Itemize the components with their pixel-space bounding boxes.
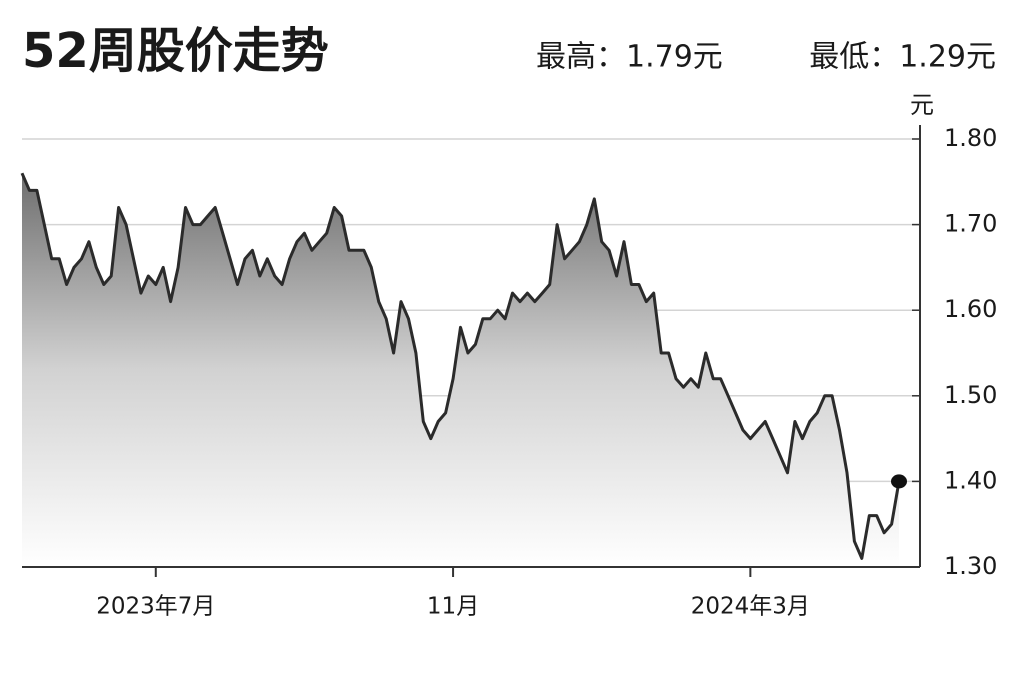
- y-tick-label: 1.40: [944, 466, 997, 494]
- y-tick-label: 1.80: [944, 124, 997, 152]
- x-tick-label: 11月: [427, 594, 479, 620]
- y-tick-label: 1.70: [944, 210, 997, 238]
- y-unit: 元: [910, 91, 934, 119]
- x-tick-label: 2023年7月: [96, 594, 215, 620]
- x-tick-label: 2024年3月: [691, 594, 810, 620]
- stat-low: 最低：1.29元: [809, 40, 996, 75]
- price-line: [20, 172, 901, 560]
- area: [22, 173, 899, 567]
- y-tick-label: 1.30: [944, 552, 997, 580]
- y-tick-label: 1.50: [944, 381, 997, 409]
- y-tick-label: 1.60: [944, 295, 997, 323]
- end-point: [891, 474, 907, 489]
- stat-high: 最高：1.79元: [536, 40, 723, 75]
- chart-title: 52周股价走势: [22, 23, 329, 79]
